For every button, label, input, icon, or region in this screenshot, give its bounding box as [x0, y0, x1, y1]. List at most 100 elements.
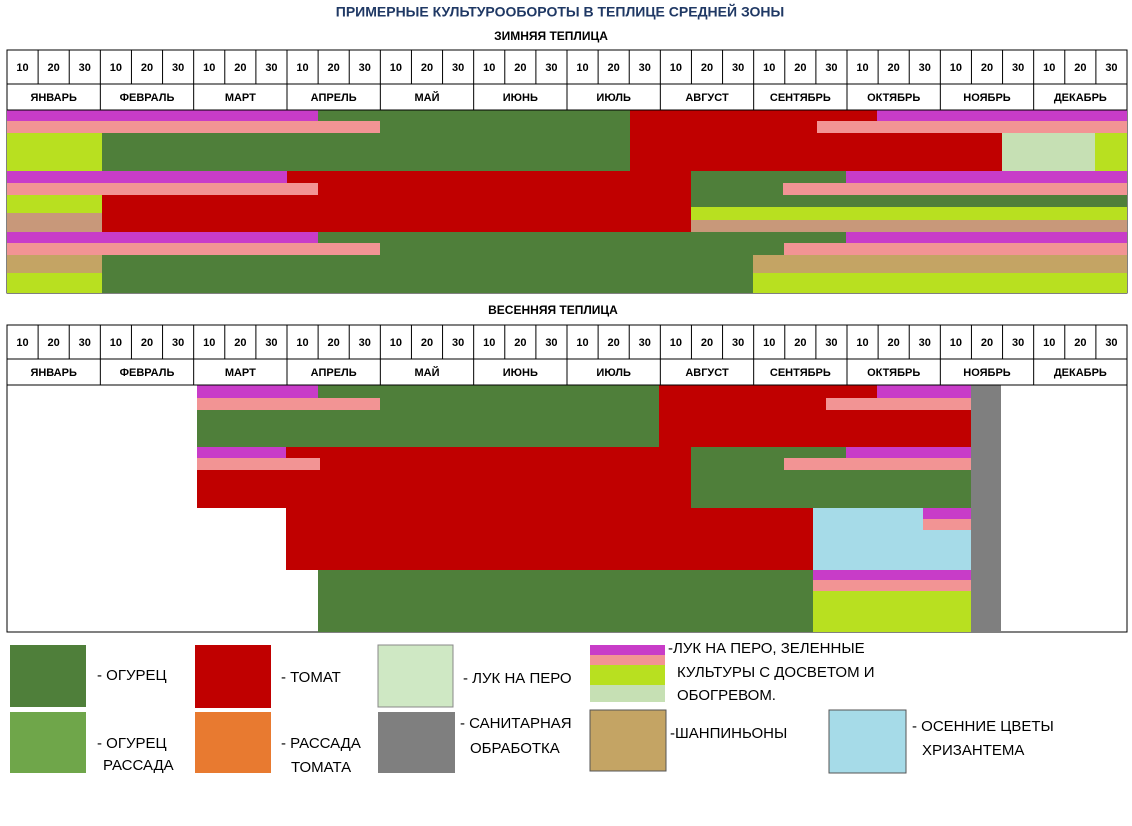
crop-bar [7, 213, 102, 232]
decade-label: 10 [110, 62, 122, 74]
decade-label: 30 [545, 337, 557, 349]
month-label: НОЯБРЬ [963, 92, 1011, 104]
decade-label: 30 [452, 62, 464, 74]
decade-label: 10 [203, 337, 215, 349]
decade-label: 10 [483, 62, 495, 74]
decade-label: 10 [1043, 337, 1055, 349]
month-label: ЯНВАРЬ [30, 92, 77, 104]
decade-label: 30 [919, 337, 931, 349]
crop-bar [784, 458, 971, 470]
decade-label: 20 [514, 62, 526, 74]
crop-bar [784, 243, 1127, 255]
decade-label: 20 [981, 62, 993, 74]
crop-bar [7, 195, 102, 213]
legend-label: - РАССАДА [281, 735, 361, 752]
legend-swatch [10, 645, 86, 707]
decade-label: 20 [234, 337, 246, 349]
month-label: ОКТЯБРЬ [867, 92, 920, 104]
decade-label: 10 [483, 337, 495, 349]
crop-bar [813, 580, 971, 591]
crop-bar [1095, 133, 1127, 171]
legend-label: ОБОГРЕВОМ. [677, 687, 776, 704]
legend-swatch [590, 655, 665, 665]
crop-bar [7, 255, 102, 273]
decade-label: 20 [514, 337, 526, 349]
crop-bar [318, 570, 813, 632]
decade-label: 10 [110, 337, 122, 349]
section-title: ВЕСЕННЯЯ ТЕПЛИЦА [488, 303, 618, 317]
decade-label: 20 [794, 62, 806, 74]
crop-bar [826, 398, 971, 410]
crop-bar [817, 121, 1127, 133]
month-label: МАРТ [225, 92, 256, 104]
decade-label: 20 [328, 337, 340, 349]
decade-label: 30 [1012, 62, 1024, 74]
crop-bar [753, 273, 1127, 293]
month-label: ФЕВРАЛЬ [120, 92, 175, 104]
month-label: МАЙ [414, 91, 439, 104]
decade-label: 10 [856, 337, 868, 349]
crop-bar [753, 255, 1127, 273]
decade-label: 30 [919, 62, 931, 74]
decade-label: 30 [732, 62, 744, 74]
legend-swatch [195, 712, 271, 773]
legend-label: - ОСЕННИЕ ЦВЕТЫ [912, 718, 1054, 735]
decade-label: 20 [421, 337, 433, 349]
legend-label: ТОМАТА [291, 759, 351, 776]
decade-label: 20 [141, 337, 153, 349]
decade-label: 30 [1105, 337, 1117, 349]
legend-label: -ШАНПИНЬОНЫ [670, 725, 787, 742]
crop-bar [923, 519, 971, 530]
decade-label: 20 [141, 62, 153, 74]
decade-label: 30 [639, 337, 651, 349]
decade-label: 30 [265, 337, 277, 349]
month-label: ОКТЯБРЬ [867, 367, 920, 379]
crop-bar [813, 570, 971, 580]
month-label: ИЮНЬ [503, 367, 538, 379]
legend-label: - САНИТАРНАЯ [460, 715, 572, 732]
legend-label: КУЛЬТУРЫ С ДОСВЕТОМ И [677, 664, 875, 681]
decade-label: 20 [888, 337, 900, 349]
decade-label: 20 [701, 62, 713, 74]
legend-swatch [378, 712, 455, 773]
legend-label: ХРИЗАНТЕМА [922, 742, 1024, 759]
decade-label: 30 [172, 62, 184, 74]
month-label: АВГУСТ [685, 367, 729, 379]
crop-bar [846, 447, 971, 458]
decade-label: 10 [950, 337, 962, 349]
decade-label: 10 [576, 62, 588, 74]
crop-bar [877, 110, 1127, 121]
crop-bar [286, 508, 813, 570]
decade-label: 10 [576, 337, 588, 349]
decade-label: 10 [670, 337, 682, 349]
crop-bar [877, 385, 971, 398]
legend-label: РАССАДА [103, 757, 174, 774]
crop-bar [691, 220, 1127, 232]
legend-swatch [828, 709, 907, 774]
crop-bar [7, 243, 380, 255]
month-label: АПРЕЛЬ [311, 92, 357, 104]
decade-label: 20 [234, 62, 246, 74]
decade-label: 10 [16, 62, 28, 74]
crop-bar [971, 385, 1001, 632]
crop-bar [197, 398, 380, 410]
legend-label: - ТОМАТ [281, 669, 341, 686]
decade-label: 30 [452, 337, 464, 349]
decade-label: 30 [732, 337, 744, 349]
decade-label: 20 [1074, 337, 1086, 349]
decade-label: 30 [79, 337, 91, 349]
month-label: ИЮНЬ [503, 92, 538, 104]
month-label: ФЕВРАЛЬ [120, 367, 175, 379]
decade-label: 30 [359, 62, 371, 74]
month-label: ИЮЛЬ [596, 92, 631, 104]
month-label: ЯНВАРЬ [30, 367, 77, 379]
decade-label: 30 [265, 62, 277, 74]
decade-label: 10 [763, 337, 775, 349]
legend-swatch [377, 644, 454, 708]
decade-label: 20 [421, 62, 433, 74]
crop-bar [197, 385, 318, 398]
decade-label: 30 [1012, 337, 1024, 349]
crop-bar [1002, 133, 1095, 171]
decade-label: 30 [825, 62, 837, 74]
legend-swatch [10, 712, 86, 773]
